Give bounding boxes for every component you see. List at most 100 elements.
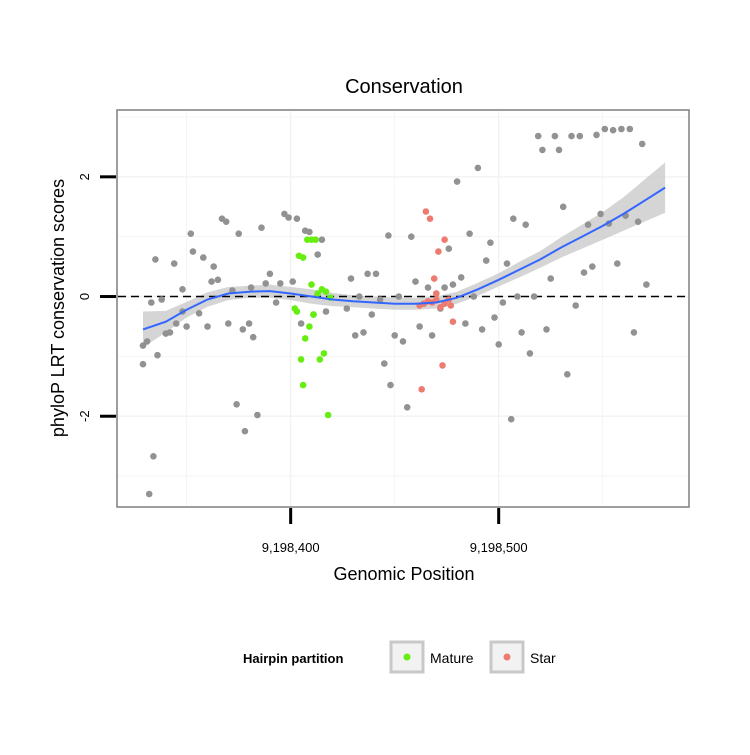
data-point-mature bbox=[291, 305, 299, 312]
data-point-other bbox=[395, 293, 403, 300]
data-point-other bbox=[376, 296, 384, 303]
data-point-other bbox=[491, 314, 498, 321]
data-point-other bbox=[222, 218, 230, 225]
data-point-other bbox=[399, 338, 407, 345]
data-point-other bbox=[297, 320, 305, 327]
data-point-other bbox=[189, 248, 197, 255]
data-point-other bbox=[293, 215, 301, 222]
legend-label-mature: Mature bbox=[430, 650, 474, 666]
data-point-other bbox=[584, 221, 592, 228]
y-tick-label: -2 bbox=[77, 410, 92, 422]
data-point-other bbox=[356, 293, 363, 300]
data-point-other bbox=[179, 286, 186, 293]
data-point-other bbox=[482, 257, 490, 264]
data-point-other bbox=[526, 350, 534, 357]
data-point-other bbox=[200, 254, 207, 261]
data-point-other bbox=[152, 256, 159, 263]
data-point-other bbox=[322, 308, 330, 315]
data-point-other bbox=[555, 146, 563, 154]
data-point-other bbox=[514, 293, 521, 300]
data-point-mature bbox=[316, 356, 324, 363]
data-point-other bbox=[572, 302, 579, 309]
legend-entry-star: Star bbox=[489, 640, 556, 674]
data-point-other bbox=[347, 275, 355, 282]
data-point-mature bbox=[322, 288, 330, 296]
data-point-other bbox=[408, 233, 415, 240]
data-point-other bbox=[314, 251, 322, 258]
smooth-trend-line bbox=[142, 186, 666, 331]
data-point-other bbox=[187, 230, 195, 237]
data-point-other bbox=[634, 218, 642, 225]
data-point-other bbox=[412, 278, 419, 285]
data-point-other bbox=[272, 299, 280, 306]
data-point-other bbox=[416, 323, 423, 330]
data-point-star bbox=[447, 302, 455, 309]
data-point-mature bbox=[310, 311, 317, 318]
data-point-other bbox=[214, 276, 222, 284]
data-point-other bbox=[343, 305, 351, 312]
x-axis: 9,198,400 9,198,500 bbox=[262, 508, 528, 555]
legend: Hairpin partition Mature Star bbox=[243, 640, 556, 674]
data-point-other bbox=[630, 329, 638, 336]
data-point-other bbox=[208, 278, 215, 285]
data-point-other bbox=[576, 132, 584, 140]
data-point-other bbox=[360, 329, 367, 336]
data-point-other bbox=[233, 401, 240, 408]
data-point-mature bbox=[320, 350, 328, 357]
data-point-mature bbox=[299, 254, 307, 261]
data-point-star bbox=[430, 275, 438, 282]
data-point-mature bbox=[306, 323, 313, 330]
data-point-mature bbox=[297, 356, 305, 363]
data-point-other bbox=[241, 427, 249, 435]
data-point-other bbox=[424, 284, 432, 291]
data-point-other bbox=[478, 326, 486, 333]
data-point-other bbox=[154, 351, 161, 359]
data-point-other bbox=[372, 270, 380, 278]
data-point-other bbox=[559, 203, 567, 211]
data-point-other bbox=[428, 332, 436, 339]
data-point-other bbox=[183, 323, 190, 330]
data-point-other bbox=[474, 164, 482, 172]
data-point-other bbox=[266, 270, 274, 278]
data-point-other bbox=[143, 338, 151, 345]
data-point-other bbox=[568, 132, 575, 140]
data-point-mature bbox=[308, 281, 315, 288]
y-axis-label: phyloP LRT conservation scores bbox=[48, 179, 68, 437]
data-point-other bbox=[385, 232, 392, 239]
data-point-other bbox=[289, 278, 297, 285]
data-point-other bbox=[618, 125, 625, 133]
data-point-star bbox=[422, 208, 430, 215]
data-point-other bbox=[306, 228, 313, 236]
data-point-other bbox=[403, 404, 411, 411]
data-point-star bbox=[435, 248, 442, 255]
data-point-star bbox=[418, 386, 426, 393]
confidence-band-area bbox=[143, 162, 666, 348]
x-tick-label: 9,198,400 bbox=[262, 540, 320, 555]
data-point-other bbox=[195, 310, 203, 317]
data-point-other bbox=[254, 411, 261, 419]
data-point-other bbox=[462, 320, 469, 327]
data-point-other bbox=[518, 329, 525, 336]
legend-dot-star bbox=[503, 653, 511, 661]
data-point-other bbox=[609, 126, 617, 134]
data-point-other bbox=[170, 260, 178, 267]
legend-label-star: Star bbox=[530, 650, 556, 666]
data-point-other bbox=[487, 239, 494, 246]
data-point-other bbox=[601, 125, 609, 133]
data-point-other bbox=[547, 275, 554, 282]
data-point-other bbox=[139, 342, 147, 349]
x-axis-label: Genomic Position bbox=[333, 564, 474, 584]
data-point-other bbox=[262, 280, 270, 287]
data-point-other bbox=[522, 221, 529, 228]
data-point-other bbox=[466, 230, 473, 237]
data-point-other bbox=[551, 132, 559, 140]
data-point-other bbox=[580, 269, 588, 276]
x-tick-label: 9,198,500 bbox=[470, 540, 528, 555]
y-axis: -2 0 2 bbox=[77, 173, 116, 422]
legend-title: Hairpin partition bbox=[243, 651, 343, 666]
data-point-other bbox=[139, 360, 147, 368]
data-point-other bbox=[368, 311, 376, 318]
data-point-other bbox=[387, 381, 394, 389]
